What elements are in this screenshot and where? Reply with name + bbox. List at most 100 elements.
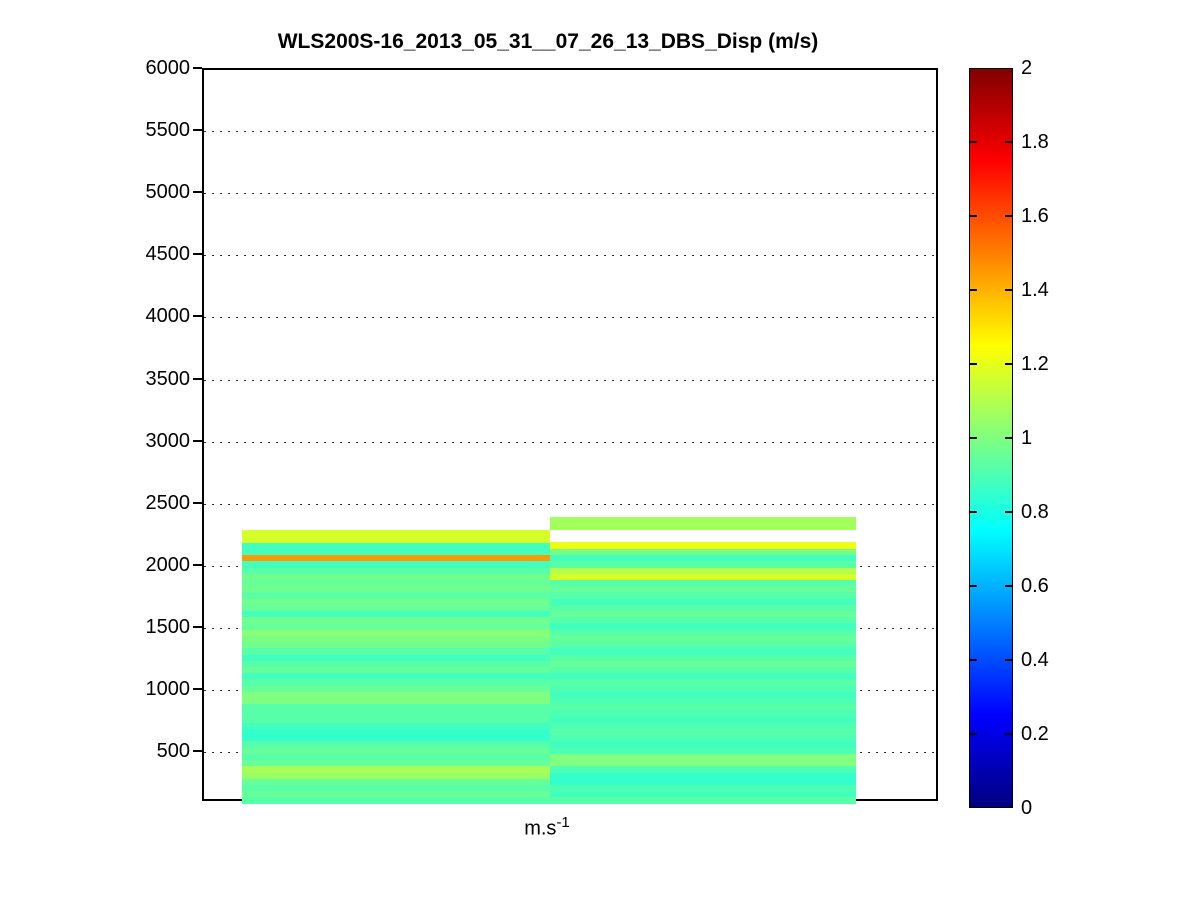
heatmap-cell-profile-1 [242, 666, 550, 674]
heatmap-cell-profile-2 [550, 796, 856, 804]
colorbar-tick-mark-right [1005, 289, 1012, 291]
heatmap-cell-profile-2 [550, 598, 856, 605]
heatmap-cell-profile-1 [242, 759, 550, 767]
heatmap-cell-profile-1 [242, 604, 550, 612]
y-axis-tick-label: 5500 [145, 119, 191, 142]
colorbar-tick-label: 1.8 [1021, 131, 1049, 153]
heatmap-cell-profile-1 [242, 709, 550, 717]
heatmap-cell-profile-2 [550, 517, 856, 525]
heatmap-cell-profile-1 [242, 796, 550, 804]
colorbar-tick-label: 0.2 [1021, 723, 1049, 745]
heatmap-cell-profile-2 [550, 709, 856, 717]
y-axis-tick-label: 3500 [145, 367, 191, 390]
heatmap-cell-profile-2 [550, 579, 856, 587]
colorbar-tick-mark-right [1005, 437, 1012, 439]
heatmap-cell-profile-1 [242, 548, 550, 556]
heatmap-cell-profile-2 [550, 759, 856, 767]
heatmap-cell-profile-2 [550, 610, 856, 618]
heatmap-cell-profile-1 [242, 716, 550, 723]
colorbar-tick-mark-left [970, 363, 977, 365]
heatmap-cell-profile-1 [242, 771, 550, 779]
colorbar-tick-mark-left [970, 215, 977, 217]
colorbar-tick-label: 1.2 [1021, 353, 1049, 375]
heatmap-cell-profile-2 [550, 765, 856, 773]
heatmap-cell-profile-2 [550, 678, 856, 686]
heatmap-cell-profile-2 [550, 647, 856, 655]
heatmap-cell-profile-2 [550, 734, 856, 742]
heatmap-cell-profile-1 [242, 641, 550, 649]
heatmap-cell-profile-1 [242, 535, 550, 543]
heatmap-cell-profile-2 [550, 560, 856, 568]
gridline [204, 131, 936, 134]
colorbar-tick-label: 0 [1021, 797, 1033, 819]
heatmap-cell-profile-2 [550, 771, 856, 779]
colorbar-tick-mark-right [1005, 215, 1012, 217]
colorbar-tick-label: 0.8 [1021, 501, 1049, 523]
heatmap-cell-profile-1 [242, 740, 550, 748]
y-axis-tick-label: 4000 [145, 305, 191, 328]
heatmap-cell-profile-2 [550, 672, 856, 680]
x-axis-label: m.s-1 [240, 814, 854, 844]
colorbar-tick-mark-right [1005, 363, 1012, 365]
heatmap-cell-profile-1 [242, 542, 550, 549]
heatmap-cell-profile-2 [550, 778, 856, 785]
heatmap-cell-profile-1 [242, 616, 550, 624]
heatmap-cell-profile-1 [242, 672, 550, 680]
gridline [204, 193, 936, 196]
heatmap-cell-profile-2 [550, 716, 856, 723]
heatmap-cell-profile-2 [550, 616, 856, 624]
plot-area [202, 68, 938, 804]
colorbar-tick-mark-right [1005, 141, 1012, 143]
heatmap-cell-profile-1 [242, 591, 550, 599]
colorbar-tick-mark-right [1005, 733, 1012, 735]
y-axis-tick-label: 1000 [145, 678, 191, 701]
y-axis-tick-mark [193, 688, 202, 691]
heatmap-cell-profile-2 [550, 635, 856, 643]
colorbar-tick-label: 1.4 [1021, 279, 1049, 301]
y-axis-tick-label: 2500 [145, 491, 191, 514]
heatmap-cell-profile-2 [550, 747, 856, 754]
heatmap-cell-profile-1 [242, 598, 550, 605]
y-axis-tick-mark [193, 67, 202, 69]
heatmap-cell-profile-2 [550, 684, 856, 692]
heatmap-cell-profile-1 [242, 566, 550, 574]
colorbar-tick-mark-left [970, 733, 977, 735]
heatmap-cell-profile-2 [550, 591, 856, 599]
heatmap-cell-profile-1 [242, 697, 550, 705]
heatmap-cell-profile-1 [242, 573, 550, 580]
heatmap-cell-profile-1 [242, 653, 550, 661]
y-axis-tick-mark [193, 563, 202, 566]
heatmap-cell-profile-1 [242, 579, 550, 587]
x-axis-label-exponent: -1 [556, 814, 570, 831]
gridline [204, 441, 936, 444]
y-axis-tick-mark [193, 129, 202, 132]
y-axis-tick-mark [193, 315, 202, 318]
heatmap-cell-profile-2 [550, 691, 856, 698]
heatmap-cell-profile-1 [242, 529, 550, 537]
heatmap-cell-profile-1 [242, 585, 550, 593]
heatmap-cell-profile-2 [550, 784, 856, 792]
heatmap-cell-profile-2 [550, 566, 856, 574]
heatmap-cell-profile-2 [550, 622, 856, 630]
heatmap-cell-profile-2 [550, 629, 856, 636]
heatmap-cell-profile-2 [550, 653, 856, 661]
y-axis-tick-mark [193, 750, 202, 753]
heatmap-cell-profile-2 [550, 604, 856, 612]
y-axis-tick-label: 3000 [145, 429, 191, 452]
heatmap-cell-profile-1 [242, 691, 550, 698]
heatmap-cell-profile-2 [550, 641, 856, 649]
heatmap-cell-profile-1 [242, 728, 550, 736]
colorbar-tick-label: 0.6 [1021, 575, 1049, 597]
heatmap-cell-profile-2 [550, 728, 856, 736]
heatmap-cell-profile-2 [550, 697, 856, 705]
y-axis-tick-mark [193, 191, 202, 194]
heatmap-cell-profile-1 [242, 790, 550, 798]
heatmap-cell-profile-1 [242, 747, 550, 754]
x-axis-label-base: m.s [524, 817, 557, 840]
y-axis-tick-mark [193, 501, 202, 504]
heatmap-cell-profile-1 [242, 784, 550, 792]
y-axis-tick-label: 2000 [145, 553, 191, 576]
gridline [204, 255, 936, 258]
colorbar-tick-mark-left [970, 659, 977, 661]
y-axis-tick-mark [193, 253, 202, 256]
